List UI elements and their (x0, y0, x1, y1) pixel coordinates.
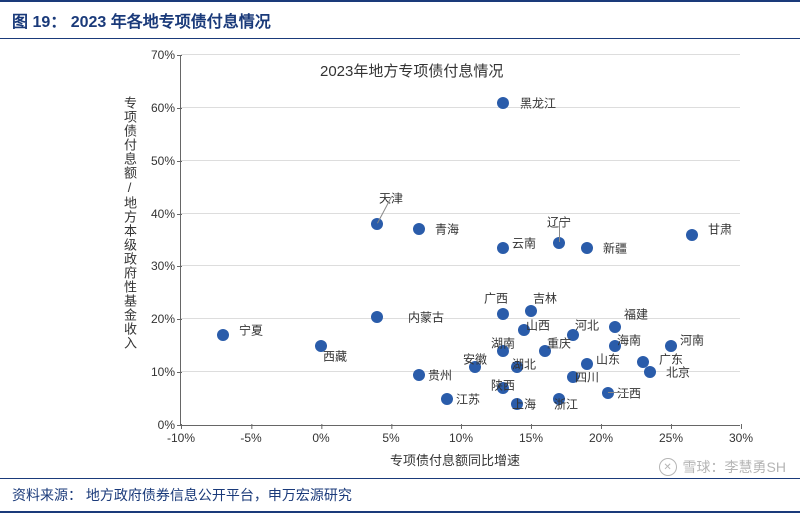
data-point-label: 新疆 (603, 239, 627, 256)
data-point (413, 369, 425, 381)
gridline (181, 213, 740, 214)
data-point (497, 242, 509, 254)
leader-line (559, 221, 560, 242)
data-point-label: 四川 (575, 369, 599, 386)
x-tick: 10% (449, 425, 473, 445)
y-tick: 60% (151, 101, 181, 115)
data-point (497, 97, 509, 109)
y-tick: 20% (151, 312, 181, 326)
data-point-label: 贵州 (428, 366, 452, 383)
x-tick: 5% (382, 425, 399, 445)
data-point (413, 223, 425, 235)
data-point (371, 218, 383, 230)
y-axis-label: 专项债付息额/地方本级政府性基金收入 (120, 96, 139, 350)
data-point-label: 重庆 (547, 335, 571, 352)
data-point (441, 393, 453, 405)
x-tick: -10% (167, 425, 195, 445)
watermark-text: 雪球：李慧勇SH (683, 457, 786, 477)
gridline (181, 160, 740, 161)
watermark-icon: ✕ (659, 458, 677, 476)
y-tick: 70% (151, 48, 181, 62)
data-point-label: 宁夏 (239, 321, 263, 338)
data-point (686, 229, 698, 241)
data-point-label: 湖北 (512, 356, 536, 373)
x-tick: 25% (659, 425, 683, 445)
data-point-label: 陕西 (491, 377, 515, 394)
data-point-label: 北京 (666, 364, 690, 381)
data-point-label: 河北 (575, 316, 599, 333)
leader-line (608, 392, 629, 393)
data-point (602, 387, 614, 399)
data-point-label: 湖南 (491, 335, 515, 352)
gridline (181, 54, 740, 55)
figure-title: 2023 年各地专项债付息情况 (71, 14, 271, 31)
data-point-label: 福建 (624, 306, 648, 323)
gridline (181, 318, 740, 319)
data-point (581, 242, 593, 254)
data-point (371, 311, 383, 323)
gridline (181, 107, 740, 108)
data-point-label: 江苏 (456, 390, 480, 407)
data-point-label: 安徽 (463, 350, 487, 367)
figure-number: 图 19： (12, 14, 66, 31)
data-point-label: 内蒙古 (408, 308, 444, 325)
gridline (181, 371, 740, 372)
data-point-label: 甘肃 (708, 221, 732, 238)
data-point-label: 江西 (617, 385, 641, 402)
data-point-label: 山东 (596, 350, 620, 367)
data-point-label: 山西 (526, 316, 550, 333)
x-tick: 0% (312, 425, 329, 445)
x-tick: -5% (240, 425, 261, 445)
data-point-label: 河南 (680, 332, 704, 349)
data-point-label: 云南 (512, 234, 536, 251)
y-tick: 50% (151, 154, 181, 168)
plot-area: 0%10%20%30%40%50%60%70%-10%-5%0%5%10%15%… (180, 56, 740, 426)
gridline (181, 265, 740, 266)
data-point-label: 西藏 (323, 348, 347, 365)
data-point (644, 366, 656, 378)
data-point-label: 上海 (512, 395, 536, 412)
data-point (497, 308, 509, 320)
source-text: 地方政府债券信息公开平台，申万宏源研究 (86, 487, 352, 503)
data-point-label: 海南 (617, 332, 641, 349)
source-bar: 资料来源： 地方政府债券信息公开平台，申万宏源研究 (0, 478, 800, 513)
y-tick: 10% (151, 365, 181, 379)
data-point-label: 青海 (435, 221, 459, 238)
y-tick: 30% (151, 259, 181, 273)
watermark: ✕ 雪球：李慧勇SH (659, 457, 786, 477)
chart-title: 2023年地方专项债付息情况 (320, 60, 503, 81)
source-label: 资料来源： (12, 487, 82, 503)
figure-title-bar: 图 19： 2023 年各地专项债付息情况 (0, 0, 800, 39)
x-tick: 20% (589, 425, 613, 445)
data-point-label: 黑龙江 (520, 94, 556, 111)
x-tick: 30% (729, 425, 753, 445)
data-point-label: 吉林 (533, 290, 557, 307)
x-axis-label: 专项债付息额同比增速 (390, 450, 520, 469)
y-tick: 40% (151, 207, 181, 221)
data-point-label: 广西 (484, 290, 508, 307)
x-tick: 15% (519, 425, 543, 445)
data-point-label: 浙江 (554, 395, 578, 412)
data-point (217, 329, 229, 341)
